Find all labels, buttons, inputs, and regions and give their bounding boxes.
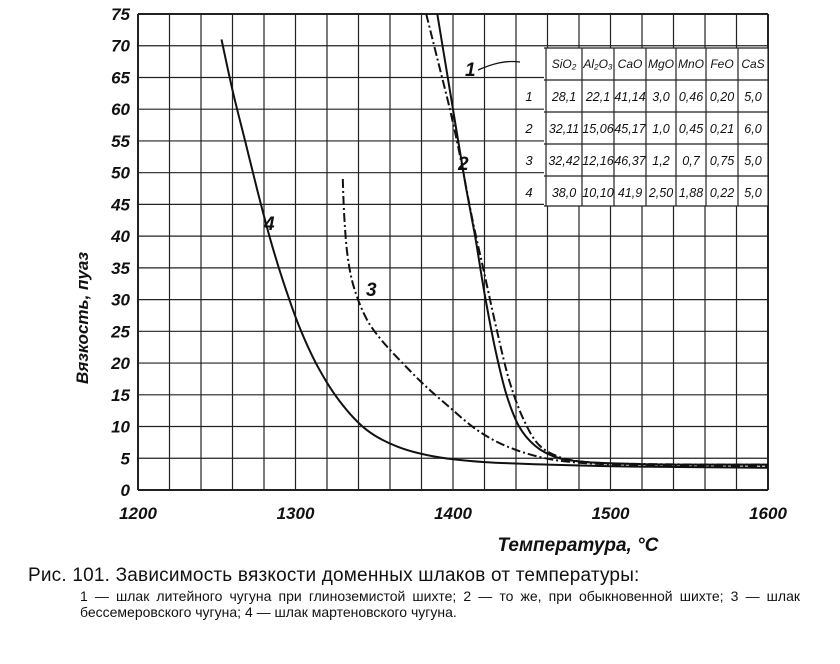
table-cell: 1,2 xyxy=(652,154,669,168)
x-tick-label: 1300 xyxy=(277,504,315,523)
x-tick-label: 1500 xyxy=(592,504,630,523)
y-tick-label: 40 xyxy=(110,227,130,246)
caption-body: 1 — шлак литейного чугуна при глиноземис… xyxy=(80,588,800,620)
table-cell: 1,88 xyxy=(679,186,703,200)
table-cell: 2,50 xyxy=(648,186,673,200)
y-tick-label: 70 xyxy=(111,37,130,56)
y-tick-label: 20 xyxy=(110,354,130,373)
table-cell: 41,14 xyxy=(614,90,645,104)
table-cell: 32,42 xyxy=(548,154,579,168)
table-cell: 0,7 xyxy=(682,154,700,168)
table-header: CaS xyxy=(741,57,764,71)
series-label-2: 2 xyxy=(457,154,469,175)
composition-table: SiO₂ Al₂O₃ CaO MgO MnO FeO CaS 1 28,1 22,1 41,14 3,… xyxy=(524,47,769,207)
y-axis-label: Вязкость, пуаз xyxy=(73,252,92,384)
series-label-4: 4 xyxy=(263,214,275,235)
table-cell: 32,11 xyxy=(549,122,579,136)
table-row-label: 2 xyxy=(524,121,533,136)
series-label-1: 1 xyxy=(465,60,476,81)
table-cell: 0,21 xyxy=(710,122,734,136)
table-cell: 5,0 xyxy=(744,186,761,200)
table-cell: 1,0 xyxy=(652,122,669,136)
viscosity-chart: SiO₂ Al₂O₃ CaO MgO MnO FeO CaS 1 28,1 22,1 41,14 3,… xyxy=(73,5,787,556)
table-cell: 5,0 xyxy=(744,90,761,104)
table-cell: 0,45 xyxy=(679,122,703,136)
series-line-3 xyxy=(341,178,769,468)
x-tick-label: 1200 xyxy=(119,504,157,523)
y-tick-label: 10 xyxy=(111,418,130,437)
table-header: CaO xyxy=(618,57,643,71)
table-cell: 10,10 xyxy=(582,186,613,200)
table-header: MgO xyxy=(648,57,674,71)
caption-title: Рис. 101. Зависимость вязкости доменных … xyxy=(28,565,640,586)
y-tick-label: 5 xyxy=(121,449,131,468)
y-tick-label: 0 xyxy=(121,481,131,500)
table-cell: 28,1 xyxy=(551,90,576,104)
table-cell: 0,20 xyxy=(710,90,734,104)
table-cell: 45,17 xyxy=(614,122,646,136)
table-header: MnO xyxy=(678,57,704,71)
x-axis-label: Температура, °C xyxy=(498,535,659,556)
y-tick-label: 45 xyxy=(110,195,130,214)
y-tick-label: 55 xyxy=(111,132,130,151)
table-cell: 15,06 xyxy=(582,122,613,136)
y-tick-label: 15 xyxy=(111,386,130,405)
table-cell: 5,0 xyxy=(744,154,761,168)
figure-caption: Рис. 101. Зависимость вязкости доменных … xyxy=(28,564,818,620)
y-tick-label: 50 xyxy=(111,164,130,183)
table-header: SiO₂ xyxy=(552,57,577,71)
table-row-label: 4 xyxy=(525,185,532,200)
y-tick-label: 25 xyxy=(110,322,130,341)
table-header: Al₂O₃ xyxy=(582,57,613,71)
series-label-3: 3 xyxy=(366,280,377,301)
table-cell: 41,9 xyxy=(618,186,642,200)
series-1-leader xyxy=(477,60,521,71)
x-tick-label: 1600 xyxy=(749,504,787,523)
table-cell: 38,0 xyxy=(552,186,576,200)
table-row-label: 3 xyxy=(525,153,533,168)
table-row-label: 1 xyxy=(525,89,532,104)
series-line-4 xyxy=(220,39,769,469)
table-cell: 0,46 xyxy=(679,90,703,104)
table-cell: 3,0 xyxy=(652,90,669,104)
table-background xyxy=(544,48,768,206)
y-tick-label: 60 xyxy=(111,100,130,119)
table-cell: 46,37 xyxy=(614,154,646,168)
y-tick-label: 65 xyxy=(111,68,130,87)
grid xyxy=(137,13,769,491)
y-tick-label: 30 xyxy=(111,291,130,310)
curves: 1 2 3 4 xyxy=(220,13,769,469)
y-tick-label: 35 xyxy=(111,259,130,278)
table-cell: 22,1 xyxy=(585,90,610,104)
table-header: FeO xyxy=(710,57,733,71)
y-tick-label: 75 xyxy=(111,5,130,24)
x-tick-label: 1400 xyxy=(434,504,472,523)
series-line-2 xyxy=(436,13,769,466)
table-cell: 0,75 xyxy=(710,154,734,168)
table-cell: 6,0 xyxy=(744,122,761,136)
table-cell: 12,16 xyxy=(582,154,613,168)
table-cell: 0,22 xyxy=(710,186,734,200)
